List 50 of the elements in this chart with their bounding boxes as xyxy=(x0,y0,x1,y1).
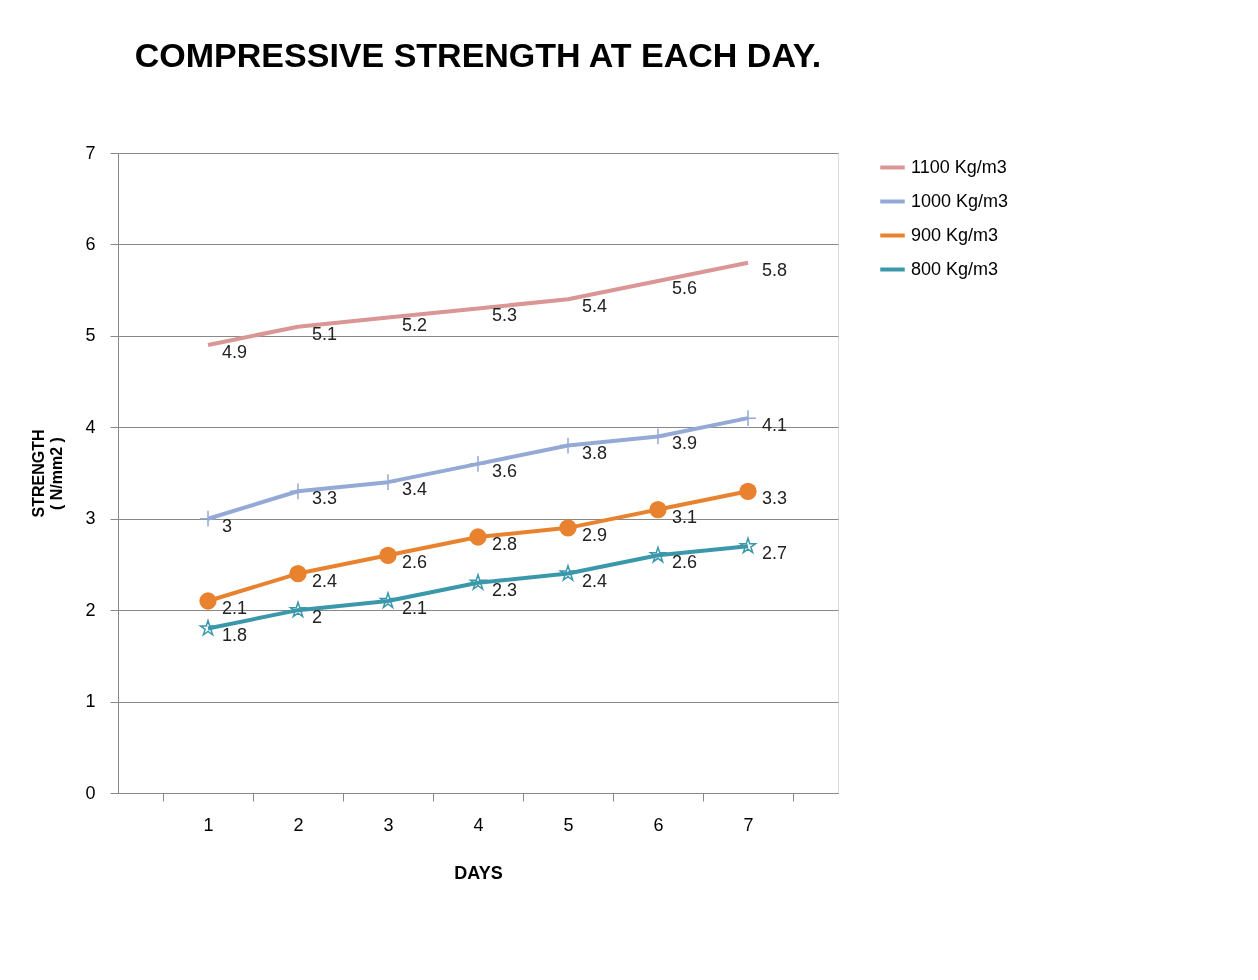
y-tick-label: 7 xyxy=(85,142,96,163)
data-label: 3.1 xyxy=(672,506,698,527)
data-label: 3.4 xyxy=(402,479,428,500)
x-tick-label: 1 xyxy=(203,814,214,835)
data-label: 5.4 xyxy=(582,296,608,317)
data-label: 5.1 xyxy=(312,323,338,344)
data-label: 2.4 xyxy=(582,570,608,591)
x-axis-title: DAYS xyxy=(454,862,503,883)
legend-label: 900 Kg/m3 xyxy=(911,224,999,245)
legend-label: 800 Kg/m3 xyxy=(911,258,999,279)
data-label: 2.1 xyxy=(402,598,428,618)
x-tick-label: 4 xyxy=(473,814,484,835)
data-label: 2.6 xyxy=(402,552,428,573)
data-label: 1.8 xyxy=(222,625,248,646)
legend-label: 1000 Kg/m3 xyxy=(911,190,1009,211)
x-tick-label: 2 xyxy=(293,814,304,835)
y-tick-label: 6 xyxy=(85,233,96,254)
legend-label: 1100 Kg/m3 xyxy=(911,156,1007,177)
chart-title: COMPRESSIVE STRENGTH AT EACH DAY. xyxy=(134,36,822,74)
data-label: 3 xyxy=(222,515,233,536)
data-label: 2.1 xyxy=(222,598,248,618)
data-label: 5.6 xyxy=(672,278,698,298)
y-tick-label: 2 xyxy=(85,599,96,620)
data-label: 4.9 xyxy=(222,342,248,362)
x-tick-label: 7 xyxy=(743,814,754,835)
y-tick-label: 0 xyxy=(85,782,96,803)
x-tick-label: 3 xyxy=(383,814,394,835)
data-label: 2.4 xyxy=(312,570,338,591)
data-label: 3.6 xyxy=(492,460,518,481)
data-label: 3.8 xyxy=(582,442,608,463)
data-label: 2.7 xyxy=(762,543,788,564)
data-label: 2 xyxy=(312,607,323,628)
data-label: 3.3 xyxy=(762,488,788,509)
data-label: 2.9 xyxy=(582,524,608,545)
data-label: 3.3 xyxy=(312,488,338,509)
data-label: 5.2 xyxy=(402,314,428,335)
data-label: 2.8 xyxy=(492,534,518,554)
y-tick-label: 4 xyxy=(85,416,96,437)
data-label: 4.1 xyxy=(762,415,788,436)
data-label: 3.9 xyxy=(672,433,698,454)
x-tick-label: 6 xyxy=(653,814,664,835)
data-label: 5.3 xyxy=(492,305,518,326)
x-tick-label: 5 xyxy=(563,814,574,835)
y-axis-title: STRENGTH ( N/mm2 ) xyxy=(30,429,66,518)
data-label: 2.3 xyxy=(492,579,518,600)
data-label: 2.6 xyxy=(672,552,698,573)
y-tick-label: 5 xyxy=(85,325,96,346)
y-tick-label: 1 xyxy=(85,691,96,712)
data-label: 5.8 xyxy=(762,259,788,280)
y-tick-label: 3 xyxy=(85,508,96,529)
